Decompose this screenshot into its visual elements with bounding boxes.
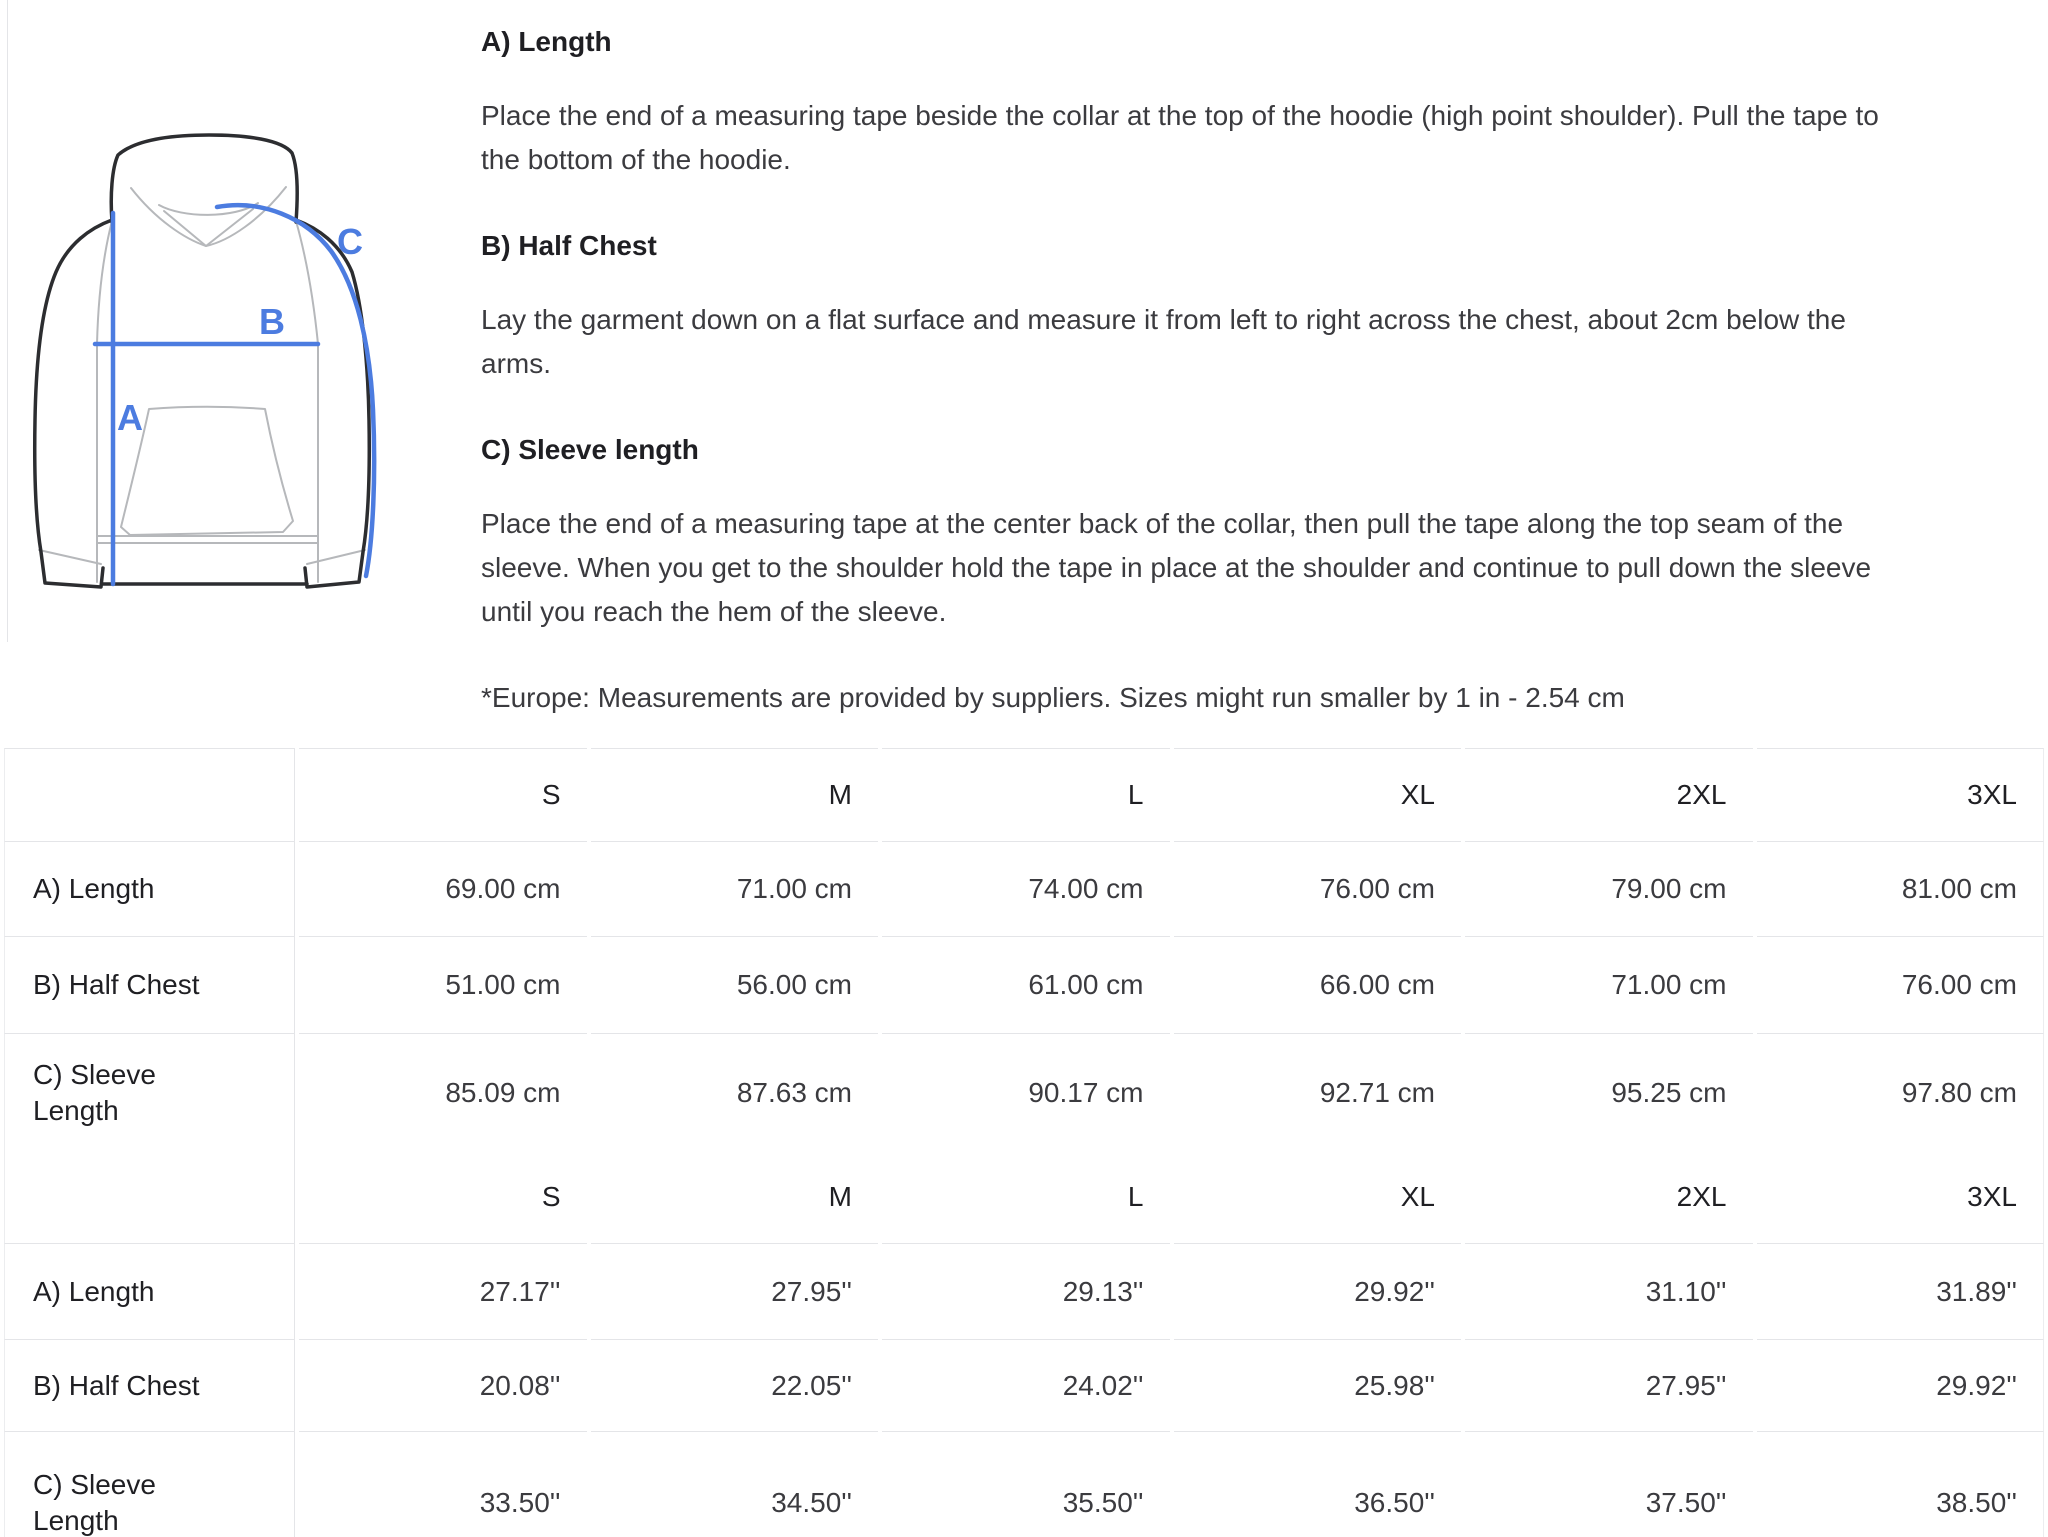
section-body-length: Place the end of a measuring tape beside…	[481, 100, 1879, 175]
size-col-3xl: 3XL	[1756, 748, 2044, 841]
size-col-s: S	[299, 748, 587, 841]
section-heading-sleeve-length: C) Sleeve length	[481, 434, 699, 465]
size-cell: 27.95''	[590, 1243, 878, 1339]
size-cell: 81.00 cm	[1756, 841, 2044, 936]
size-header-empty-cell	[4, 1151, 295, 1243]
size-cell: 22.05''	[590, 1339, 878, 1431]
size-cell: 51.00 cm	[299, 936, 587, 1033]
section-body-half-chest: Lay the garment down on a flat surface a…	[481, 304, 1846, 379]
size-cell: 25.98''	[1173, 1339, 1461, 1431]
table-row-sleeve-length-inches: C) Sleeve Length 33.50'' 34.50'' 35.50''…	[4, 1431, 2044, 1537]
size-cell: 29.92''	[1173, 1243, 1461, 1339]
section-body-sleeve-length: Place the end of a measuring tape at the…	[481, 508, 1872, 627]
size-cell: 24.02''	[882, 1339, 1170, 1431]
size-cell: 76.00 cm	[1173, 841, 1461, 936]
size-col-s: S	[541, 1181, 561, 1212]
size-cell: 34.50''	[590, 1431, 878, 1537]
row-label: C) Sleeve Length	[4, 1431, 295, 1537]
row-label: C) Sleeve Length	[4, 1033, 295, 1151]
table-row-half-chest-cm: B) Half Chest 51.00 cm 56.00 cm 61.00 cm…	[4, 936, 2044, 1033]
size-header-empty-cell	[4, 748, 295, 841]
size-header-row-inches: S M L XL 2XL 3XL	[4, 1151, 2044, 1243]
hoodie-size-diagram: A B C	[33, 133, 377, 589]
row-label: B) Half Chest	[4, 1339, 295, 1431]
size-cell: 97.80 cm	[1756, 1033, 2044, 1151]
row-label: A) Length	[4, 841, 295, 936]
size-cell: 95.25 cm	[1465, 1033, 1753, 1151]
size-col-m: M	[590, 748, 878, 841]
size-cell: 87.63 cm	[590, 1033, 878, 1151]
size-cell: 71.00 cm	[1465, 936, 1753, 1033]
size-cell: 90.17 cm	[882, 1033, 1170, 1151]
size-cell: 61.00 cm	[882, 936, 1170, 1033]
measure-label-c: C	[337, 221, 363, 262]
measure-line-c	[214, 202, 377, 579]
size-cell: 33.50''	[299, 1431, 587, 1537]
measure-label-b: B	[259, 301, 285, 342]
card-left-border	[7, 0, 8, 642]
size-col-m: M	[828, 1181, 852, 1212]
size-col-xl: XL	[1400, 1181, 1435, 1212]
kangaroo-pocket	[120, 405, 294, 536]
size-col-3xl: 3XL	[1757, 1151, 2044, 1243]
size-table: S M L XL 2XL 3XL A) Length 69.00 cm 71.0…	[0, 748, 2048, 1537]
table-row-half-chest-inches: B) Half Chest 20.08'' 22.05'' 24.02'' 25…	[4, 1339, 2044, 1431]
size-cell: 38.50''	[1756, 1431, 2044, 1537]
size-col-xl: XL	[1173, 748, 1461, 841]
hoodie-outline	[33, 133, 371, 589]
size-cell: 69.00 cm	[299, 841, 587, 936]
size-cell: 74.00 cm	[882, 841, 1170, 936]
measurement-instructions: A) Length Place the end of a measuring t…	[481, 0, 1901, 720]
size-col-2xl: 2XL	[1676, 1181, 1727, 1212]
size-cell: 56.00 cm	[590, 936, 878, 1033]
size-cell: 92.71 cm	[1173, 1033, 1461, 1151]
size-col-l: L	[1127, 1181, 1144, 1212]
row-label: A) Length	[4, 1243, 295, 1339]
europe-sizing-note: *Europe: Measurements are provided by su…	[481, 682, 1625, 713]
size-cell: 31.10''	[1465, 1243, 1753, 1339]
table-row-length-inches: A) Length 27.17'' 27.95'' 29.13'' 29.92'…	[4, 1243, 2044, 1339]
size-cell: 79.00 cm	[1465, 841, 1753, 936]
size-cell: 27.95''	[1465, 1339, 1753, 1431]
size-cell: 66.00 cm	[1173, 936, 1461, 1033]
size-cell: 85.09 cm	[299, 1033, 587, 1151]
table-row-sleeve-length-cm: C) Sleeve Length 85.09 cm 87.63 cm 90.17…	[4, 1033, 2044, 1151]
size-cell: 29.13''	[882, 1243, 1170, 1339]
hoodie-detail-lines	[38, 186, 366, 583]
size-col-l: L	[882, 748, 1170, 841]
measure-label-a: A	[117, 397, 143, 438]
row-label: B) Half Chest	[4, 936, 295, 1033]
size-col-2xl: 2XL	[1465, 748, 1753, 841]
size-cell: 37.50''	[1465, 1431, 1753, 1537]
size-cell: 36.50''	[1173, 1431, 1461, 1537]
section-heading-length: A) Length	[481, 26, 612, 57]
size-cell: 27.17''	[299, 1243, 587, 1339]
size-cell: 29.92''	[1756, 1339, 2044, 1431]
size-cell: 76.00 cm	[1756, 936, 2044, 1033]
size-cell: 71.00 cm	[590, 841, 878, 936]
size-cell: 31.89''	[1756, 1243, 2044, 1339]
section-heading-half-chest: B) Half Chest	[481, 230, 657, 261]
size-header-row-cm: S M L XL 2XL 3XL	[4, 748, 2044, 841]
size-cell: 20.08''	[299, 1339, 587, 1431]
table-row-length-cm: A) Length 69.00 cm 71.00 cm 74.00 cm 76.…	[4, 841, 2044, 936]
size-cell: 35.50''	[882, 1431, 1170, 1537]
